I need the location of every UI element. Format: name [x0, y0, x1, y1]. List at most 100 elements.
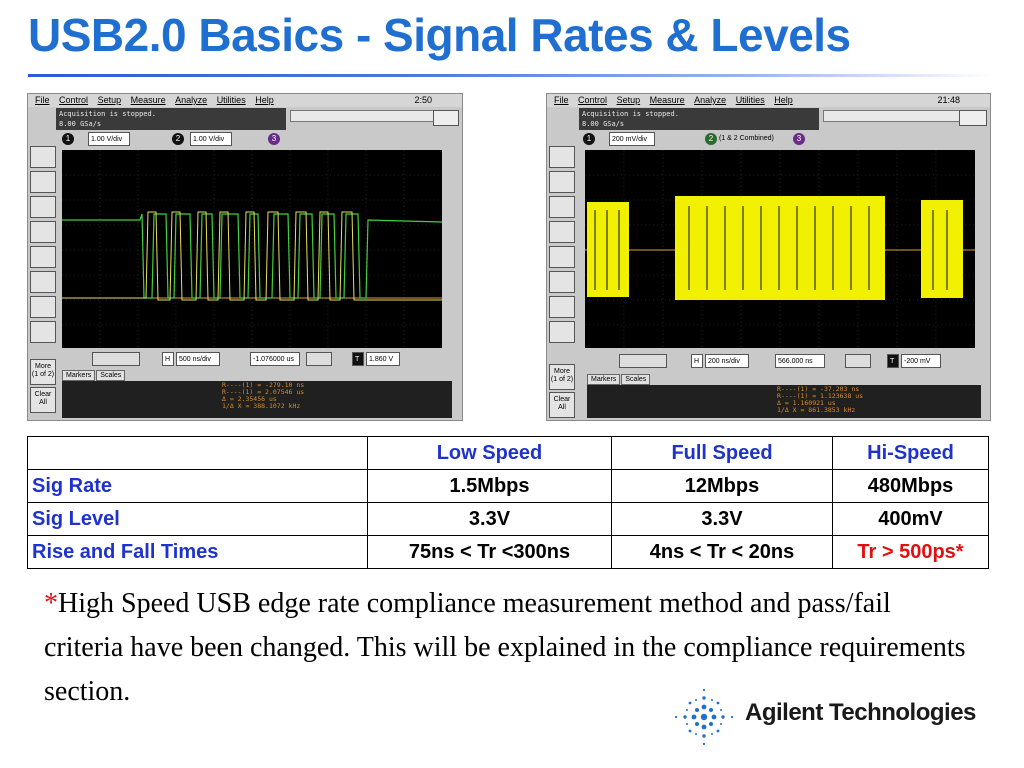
clear-all-button[interactable]: Clear All: [30, 387, 56, 413]
window-buttons[interactable]: [959, 110, 987, 126]
meas-line: R----(1) = 2.07546 us: [222, 388, 305, 396]
cell-hi: 400mV: [832, 502, 989, 536]
run-stop-indicator: [823, 110, 975, 122]
channel-2-icon[interactable]: 2: [705, 133, 717, 145]
state-button[interactable]: [549, 246, 575, 268]
menu-utilities[interactable]: Utilities: [216, 95, 246, 105]
pulse-button[interactable]: [549, 196, 575, 218]
table-header-hi-speed: Hi-Speed: [832, 436, 989, 470]
tab-scales[interactable]: Scales: [621, 374, 651, 385]
acquisition-icons[interactable]: [92, 352, 140, 366]
ch2-combined-label: (1 & 2 Combined): [719, 135, 774, 142]
pattern-button[interactable]: [30, 221, 56, 243]
scope-clock: 21:48: [937, 95, 960, 105]
menu-control[interactable]: Control: [578, 95, 608, 105]
menu-file[interactable]: File: [554, 95, 569, 105]
menu-help[interactable]: Help: [255, 95, 274, 105]
runt-button[interactable]: [30, 321, 56, 343]
menu-help[interactable]: Help: [774, 95, 793, 105]
window-buttons[interactable]: [433, 110, 459, 126]
ch2-scale-field[interactable]: 1.00 V/div: [190, 132, 232, 146]
trigger-icon[interactable]: T: [352, 352, 364, 366]
delay-field[interactable]: -1.076000 us: [250, 352, 300, 366]
meas-line: R----(1) = 1.123638 us: [777, 392, 864, 400]
menu-analyze[interactable]: Analyze: [175, 95, 208, 105]
trigger-level-field[interactable]: 1.860 V: [366, 352, 400, 366]
channel-2-icon[interactable]: 2: [172, 133, 184, 145]
cell-full: 3.3V: [611, 502, 833, 536]
channel-1-icon[interactable]: 1: [583, 133, 595, 145]
run-stop-indicator: [290, 110, 442, 122]
hs-burst-traces: [587, 196, 963, 300]
timeout-button[interactable]: [549, 296, 575, 318]
horizontal-icon[interactable]: H: [691, 354, 703, 368]
timebase-field[interactable]: 500 ns/div: [176, 352, 220, 366]
delay-stepper[interactable]: [306, 352, 332, 366]
falling-edge-button[interactable]: [30, 171, 56, 193]
rising-edge-button[interactable]: [549, 146, 575, 168]
glitch-button[interactable]: [30, 271, 56, 293]
scope-screenshot-low-full-speed: File Control Setup Measure Analyze Utili…: [27, 93, 463, 421]
cell-full: 4ns < Tr < 20ns: [611, 535, 833, 569]
ch1-scale-field[interactable]: 1.00 V/div: [88, 132, 130, 146]
menu-setup[interactable]: Setup: [97, 95, 122, 105]
acquisition-icons[interactable]: [619, 354, 667, 368]
cell-hi: 480Mbps: [832, 469, 989, 503]
menu-setup[interactable]: Setup: [616, 95, 641, 105]
ch1-scale-field[interactable]: 200 mV/div: [609, 132, 655, 146]
scope-menubar: File Control Setup Measure Analyze Utili…: [547, 94, 990, 107]
pattern-button[interactable]: [549, 221, 575, 243]
table-header-low-speed: Low Speed: [367, 436, 612, 470]
trigger-icon[interactable]: T: [887, 354, 899, 368]
trigger-level-field[interactable]: -200 mV: [901, 354, 941, 368]
pulse-button[interactable]: [30, 196, 56, 218]
table-row: Sig Level 3.3V 3.3V 400mV: [27, 502, 989, 536]
row-label: Sig Rate: [27, 469, 368, 503]
waveform-display[interactable]: [585, 150, 975, 348]
menu-control[interactable]: Control: [59, 95, 89, 105]
waveform-display[interactable]: [62, 150, 443, 348]
menu-measure[interactable]: Measure: [649, 95, 685, 105]
data-minus-trace: [62, 211, 442, 301]
footnote: *High Speed USB edge rate compliance mea…: [44, 582, 974, 714]
waveform-svg: [585, 150, 975, 348]
scope-clock: 2:50: [414, 95, 432, 105]
horizontal-icon[interactable]: H: [162, 352, 174, 366]
meas-line: R----(1) = -37.203 ns: [777, 385, 860, 393]
table-header-blank: [27, 436, 368, 470]
delay-stepper[interactable]: [845, 354, 871, 368]
menu-utilities[interactable]: Utilities: [735, 95, 765, 105]
menu-measure[interactable]: Measure: [130, 95, 166, 105]
spark-icon: [674, 688, 734, 746]
cell-hi: Tr > 500ps*: [832, 535, 989, 569]
rising-edge-button[interactable]: [30, 146, 56, 168]
more-button[interactable]: More (1 of 2): [549, 364, 575, 390]
timebase-field[interactable]: 200 ns/div: [705, 354, 749, 368]
delay-field[interactable]: 566.000 ns: [775, 354, 825, 368]
clear-all-button[interactable]: Clear All: [549, 392, 575, 418]
tab-scales[interactable]: Scales: [96, 370, 126, 381]
runt-button[interactable]: [549, 321, 575, 343]
channel-1-icon[interactable]: 1: [62, 133, 74, 145]
timeout-button[interactable]: [30, 296, 56, 318]
more-button[interactable]: More (1 of 2): [30, 359, 56, 385]
timebase-controls: H 500 ns/div -1.076000 us T 1.860 V: [62, 352, 462, 368]
slide-title: USB2.0 Basics - Signal Rates & Levels: [28, 9, 851, 61]
channel-row: 1 1.00 V/div 2 1.00 V/div 3: [62, 132, 452, 148]
tab-markers[interactable]: Markers: [62, 370, 96, 381]
cell-low: 75ns < Tr <300ns: [367, 535, 612, 569]
channel-3-icon[interactable]: 3: [268, 133, 280, 145]
menu-file[interactable]: File: [35, 95, 50, 105]
channel-3-icon[interactable]: 3: [793, 133, 805, 145]
footnote-asterisk: *: [44, 588, 58, 619]
state-button[interactable]: [30, 246, 56, 268]
status-line-2: 8.00 GSa/s: [59, 120, 102, 128]
marker-readout: R----(1) = -279.10 ns R----(1) = 2.07546…: [62, 381, 452, 418]
falling-edge-button[interactable]: [549, 171, 575, 193]
acquisition-status: Acquisition is stopped. 8.00 GSa/s: [56, 108, 286, 130]
cell-low: 3.3V: [367, 502, 612, 536]
glitch-button[interactable]: [549, 271, 575, 293]
tab-markers[interactable]: Markers: [587, 374, 621, 385]
menu-analyze[interactable]: Analyze: [694, 95, 727, 105]
waveform-svg: [62, 150, 443, 348]
